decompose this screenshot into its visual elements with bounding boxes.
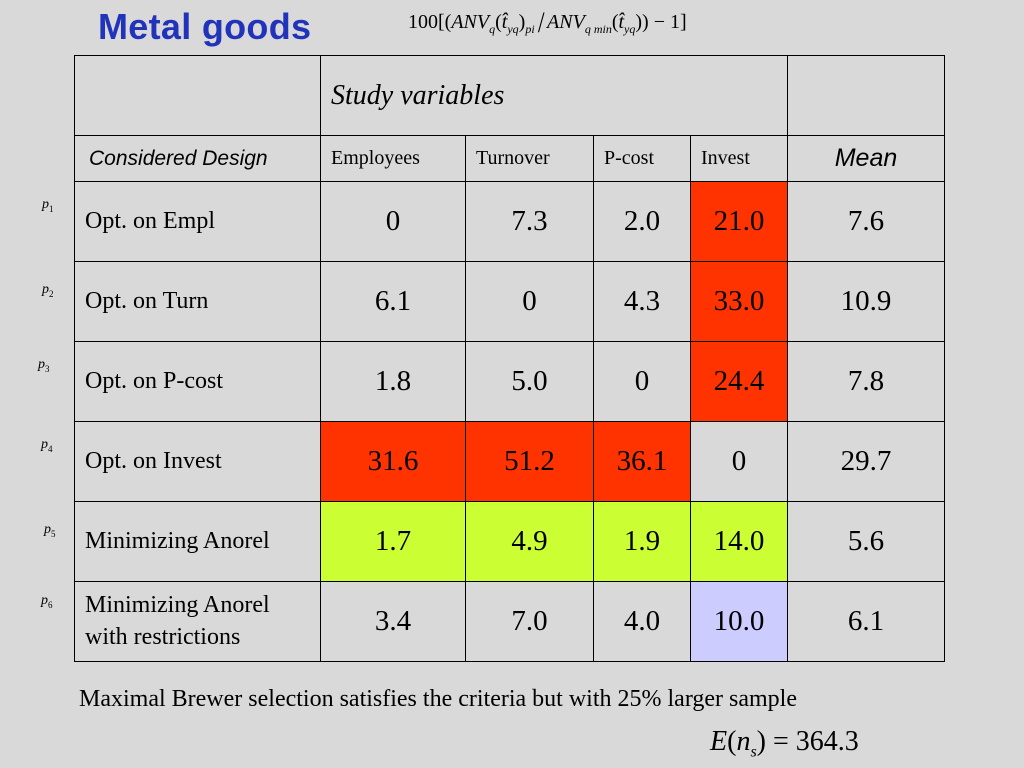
p1-label: p1 bbox=[42, 197, 54, 214]
table-cell: 6.1 bbox=[320, 261, 466, 342]
row-label-line-2: with restrictions bbox=[85, 623, 241, 650]
table-cell: 5.0 bbox=[465, 341, 594, 422]
table-cell: 1.8 bbox=[320, 341, 466, 422]
table-row: Opt. on Empl 0 7.3 2.0 21.0 7.6 bbox=[74, 181, 945, 262]
results-table: Study variables Considered Design Employ… bbox=[74, 55, 945, 662]
mean-cell: 6.1 bbox=[787, 581, 945, 662]
mean-cell: 7.8 bbox=[787, 341, 945, 422]
p3-label: p3 bbox=[38, 357, 50, 374]
table-cell-highlight: 24.4 bbox=[690, 341, 788, 422]
row-label: Minimizing Anorel bbox=[74, 501, 321, 582]
table-cell-highlight: 1.9 bbox=[593, 501, 691, 582]
table-cell-highlight: 33.0 bbox=[690, 261, 788, 342]
empty-corner-cell bbox=[74, 55, 321, 136]
row-label: Minimizing Anorel with restrictions bbox=[74, 581, 321, 662]
table-cell-highlight: 31.6 bbox=[320, 421, 466, 502]
column-header-invest: Invest bbox=[690, 135, 788, 182]
slide-title: Metal goods bbox=[98, 6, 312, 47]
column-header-turnover: Turnover bbox=[465, 135, 594, 182]
table-row: Opt. on Invest 31.6 51.2 36.1 0 29.7 bbox=[74, 421, 945, 502]
considered-design-header: Considered Design bbox=[74, 135, 321, 182]
table-row: Minimizing Anorel with restrictions 3.4 … bbox=[74, 581, 945, 662]
table-cell: 7.3 bbox=[465, 181, 594, 262]
table-cell: 2.0 bbox=[593, 181, 691, 262]
table-cell: 4.0 bbox=[593, 581, 691, 662]
column-header-pcost: P-cost bbox=[593, 135, 691, 182]
row-label: Opt. on Empl bbox=[74, 181, 321, 262]
row-label: Opt. on P-cost bbox=[74, 341, 321, 422]
empty-mean-top-cell bbox=[787, 55, 945, 136]
table-cell-highlight: 1.7 bbox=[320, 501, 466, 582]
mean-cell: 7.6 bbox=[787, 181, 945, 262]
table-header-row-top: Study variables bbox=[74, 55, 945, 136]
table-cell: 0 bbox=[320, 181, 466, 262]
table-cell: 7.0 bbox=[465, 581, 594, 662]
row-label-line-1: Minimizing Anorel bbox=[85, 592, 270, 619]
table-header-row: Considered Design Employees Turnover P-c… bbox=[74, 135, 945, 182]
p6-label: p6 bbox=[41, 593, 53, 610]
p2-label: p2 bbox=[42, 282, 54, 299]
table-cell: 0 bbox=[593, 341, 691, 422]
anv-formula: 100[(ANVq(t̂yq)pi/ANVq min(t̂yq)) − 1] bbox=[408, 6, 687, 39]
brewer-note: Maximal Brewer selection satisfies the c… bbox=[79, 686, 797, 712]
column-header-mean: Mean bbox=[787, 135, 945, 182]
table-cell-highlight: 51.2 bbox=[465, 421, 594, 502]
p5-label: p5 bbox=[44, 522, 56, 539]
table-row: Opt. on Turn 6.1 0 4.3 33.0 10.9 bbox=[74, 261, 945, 342]
mean-cell: 10.9 bbox=[787, 261, 945, 342]
table-row: Minimizing Anorel 1.7 4.9 1.9 14.0 5.6 bbox=[74, 501, 945, 582]
row-label: Opt. on Turn bbox=[74, 261, 321, 342]
study-variables-header: Study variables bbox=[320, 55, 788, 136]
table-cell: 0 bbox=[465, 261, 594, 342]
mean-cell: 29.7 bbox=[787, 421, 945, 502]
column-header-employees: Employees bbox=[320, 135, 466, 182]
p4-label: p4 bbox=[41, 437, 53, 454]
table-cell-highlight: 14.0 bbox=[690, 501, 788, 582]
table-cell-highlight: 10.0 bbox=[690, 581, 788, 662]
mean-cell: 5.6 bbox=[787, 501, 945, 582]
row-label: Opt. on Invest bbox=[74, 421, 321, 502]
table-cell-highlight: 4.9 bbox=[465, 501, 594, 582]
table-row: Opt. on P-cost 1.8 5.0 0 24.4 7.8 bbox=[74, 341, 945, 422]
table-cell-highlight: 21.0 bbox=[690, 181, 788, 262]
table-cell: 3.4 bbox=[320, 581, 466, 662]
table-cell: 4.3 bbox=[593, 261, 691, 342]
table-cell-highlight: 36.1 bbox=[593, 421, 691, 502]
table-cell: 0 bbox=[690, 421, 788, 502]
expected-sample-size: E(ns) = 364.3 bbox=[710, 726, 859, 761]
